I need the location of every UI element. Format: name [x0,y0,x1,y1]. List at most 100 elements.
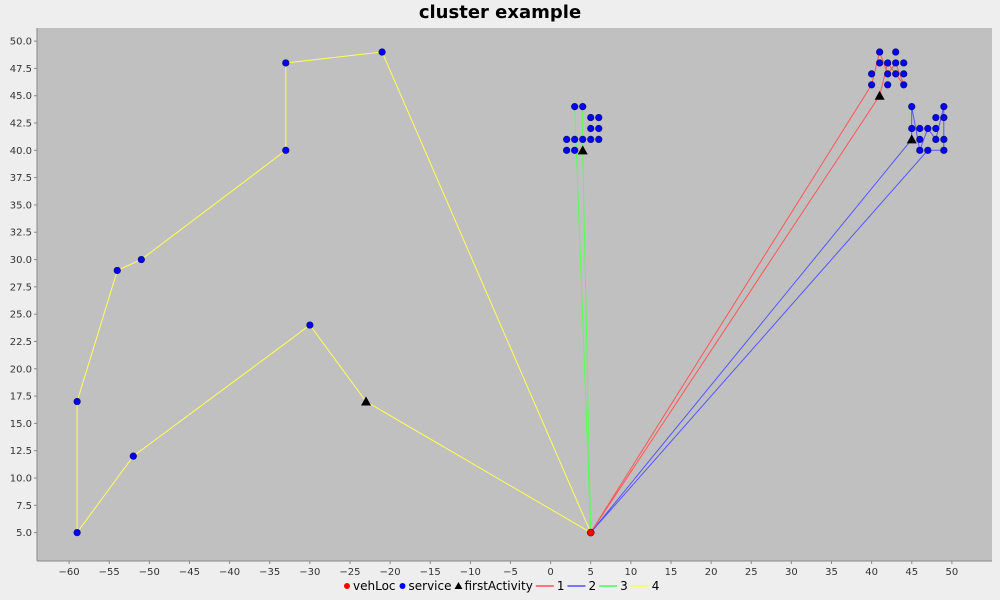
x-tick-label: −20 [380,567,401,578]
x-tick-label: 10 [624,567,637,578]
y-tick-label: 5.0 [16,528,32,539]
x-tick-label: 35 [825,567,838,578]
service-point [595,113,603,122]
axes: 5.0 7.5 10.0 12.5 15.0 17.5 20.0 22.5 25.0 27.5 30… [10,28,992,578]
plot-area [37,28,992,561]
service-point [868,81,876,89]
y-tick-label: 32.5 [10,228,32,239]
service-point [563,135,571,144]
first-activity-marker [874,90,885,100]
service-point [892,70,900,78]
x-tick-label: −30 [299,567,320,578]
service-point [868,70,876,78]
service-point [579,103,587,111]
y-tick-label: 45.0 [10,91,32,102]
route-4-line [76,51,592,535]
service-point [595,135,603,144]
x-tick-label: 5 [588,567,594,578]
service-point [932,113,940,122]
first-activity-marker [906,134,917,144]
x-tick-label: 0 [547,567,553,578]
x-tick-label: 40 [865,567,878,578]
service-point [563,146,571,154]
service-point [916,124,924,133]
legend-2-label: 2 [588,579,596,593]
service-point [306,321,314,329]
y-tick-label: 30.0 [10,255,32,266]
x-tick-label: 30 [785,567,798,578]
legend-service-label: service [409,579,452,593]
service-point [579,135,587,144]
points [73,48,948,537]
service-point [571,135,579,144]
y-tick-label: 50.0 [10,37,32,48]
service-point [73,529,81,537]
x-tick-label: 45 [905,567,918,578]
service-point [940,103,948,111]
service-point [900,70,908,78]
x-tick-label: −45 [179,567,200,578]
service-point [129,452,137,460]
route-2-line [590,106,945,533]
legend-firstactivity-marker [454,582,463,589]
y-tick-label: 25.0 [10,310,32,321]
legend-vehloc-label: vehLoc [353,579,396,593]
service-point [884,59,892,67]
y-tick-label: 27.5 [10,282,32,293]
first-activity-marker [577,145,588,155]
service-point [571,103,579,111]
service-point [595,124,603,133]
service-point [932,135,940,144]
service-point [924,146,932,154]
y-tick-label: 37.5 [10,173,32,184]
y-tick-label: 47.5 [10,64,32,75]
legend-4-label: 4 [652,579,660,593]
legend: vehLoc service firstActivity 1 2 3 4 [344,579,659,593]
y-tick-label: 40.0 [10,146,32,157]
service-point [378,48,386,56]
x-tick-label: −15 [420,567,441,578]
service-point [282,146,290,154]
x-tick-label: −60 [59,567,80,578]
vehicle-location-point [586,528,595,537]
service-point [876,59,884,67]
y-tick-label: 42.5 [10,119,32,130]
service-point [908,103,916,111]
y-tick-label: 15.0 [10,419,32,430]
service-point [940,146,948,154]
x-tick-label: 20 [705,567,718,578]
service-point [900,81,908,89]
service-point [587,124,595,133]
legend-vehloc-marker [344,583,350,589]
legend-3-label: 3 [620,579,628,593]
y-tick-label: 10.0 [10,473,32,484]
service-point [282,59,290,67]
service-point [916,135,924,144]
x-tick-label: −55 [99,567,120,578]
x-tick-label: 50 [946,567,959,578]
legend-service-marker [399,583,406,589]
service-point [571,146,579,154]
x-tick-label: −10 [460,567,481,578]
y-tick-label: 22.5 [10,337,32,348]
service-point [73,397,81,406]
service-point [940,135,948,144]
service-point [916,146,924,154]
first-activity-marker [361,396,372,406]
x-tick-label: −5 [503,567,518,578]
y-tick-label: 17.5 [10,392,32,403]
x-tick-label: 25 [745,567,758,578]
service-point [884,70,892,78]
service-point [892,59,900,67]
service-point [876,48,884,56]
y-tick-label: 20.0 [10,364,32,375]
service-point [908,124,916,133]
y-tick-label: 12.5 [10,446,32,457]
service-point [137,255,145,264]
service-point [900,59,908,67]
service-point [113,266,121,275]
x-tick-label: −50 [139,567,160,578]
service-point [587,113,595,122]
x-tick-label: −25 [339,567,360,578]
